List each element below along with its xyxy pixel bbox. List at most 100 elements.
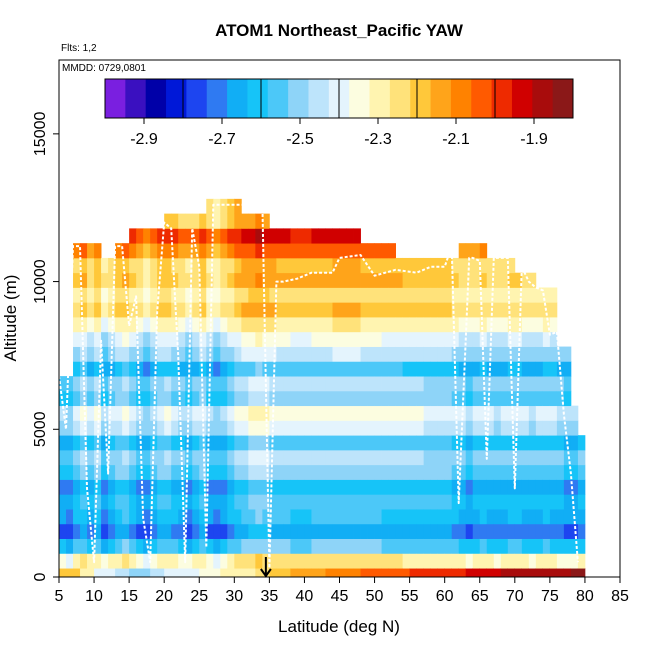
heatmap-cell bbox=[115, 420, 123, 436]
heatmap-cell bbox=[227, 479, 235, 495]
heatmap-cell bbox=[234, 228, 242, 244]
heatmap-cell bbox=[178, 346, 186, 362]
heatmap-cell bbox=[549, 449, 558, 466]
heatmap-cell bbox=[87, 449, 95, 466]
heatmap-cell bbox=[577, 553, 586, 569]
colorbar-swatch bbox=[105, 79, 126, 118]
heatmap-cell bbox=[269, 390, 277, 407]
heatmap-cell bbox=[129, 331, 137, 347]
heatmap-cell bbox=[311, 538, 319, 554]
heatmap-cell bbox=[192, 272, 200, 288]
heatmap-cell bbox=[444, 464, 453, 480]
heatmap-cell bbox=[157, 509, 165, 525]
heatmap-cell bbox=[563, 553, 572, 569]
heatmap-cell bbox=[563, 361, 572, 377]
heatmap-cell bbox=[479, 390, 488, 407]
heatmap-cell bbox=[437, 494, 446, 510]
heatmap-cell bbox=[353, 420, 361, 436]
heatmap-cell bbox=[353, 287, 361, 303]
heatmap-cell bbox=[269, 449, 277, 466]
heatmap-cell bbox=[255, 257, 263, 274]
heatmap-cell bbox=[290, 509, 298, 525]
heatmap-cell bbox=[528, 435, 537, 451]
heatmap-cell bbox=[437, 390, 446, 407]
heatmap-cell bbox=[381, 405, 389, 421]
heatmap-cell bbox=[220, 302, 228, 318]
heatmap-cell bbox=[486, 479, 495, 495]
flights-label: Flts: 1,2 bbox=[61, 43, 97, 54]
heatmap-cell bbox=[94, 390, 102, 407]
heatmap-cell bbox=[297, 243, 305, 259]
heatmap-cell bbox=[332, 435, 340, 451]
heatmap-cell bbox=[136, 331, 144, 347]
colorbar-swatch bbox=[511, 79, 533, 118]
heatmap-cell bbox=[115, 272, 123, 288]
heatmap-cell bbox=[549, 405, 558, 421]
heatmap-cell bbox=[402, 553, 411, 569]
heatmap-cell bbox=[73, 420, 81, 436]
heatmap-cell bbox=[437, 287, 446, 303]
heatmap-cell bbox=[374, 479, 382, 495]
heatmap-cell bbox=[346, 449, 354, 466]
heatmap-cell bbox=[437, 449, 446, 466]
heatmap-cell bbox=[430, 390, 439, 407]
heatmap-cell bbox=[360, 287, 368, 303]
heatmap-cell bbox=[388, 257, 396, 274]
heatmap-cell bbox=[353, 435, 361, 451]
heatmap-cell bbox=[486, 257, 495, 274]
heatmap-cell bbox=[549, 568, 558, 578]
x-tick-label: 5 bbox=[55, 588, 64, 605]
heatmap-cell bbox=[304, 390, 312, 407]
heatmap-cell bbox=[248, 287, 256, 303]
heatmap-cell bbox=[297, 361, 305, 377]
heatmap-cell bbox=[493, 317, 502, 333]
heatmap-cell bbox=[367, 331, 375, 347]
heatmap-cell bbox=[178, 420, 186, 436]
heatmap-cell bbox=[192, 449, 200, 466]
heatmap-cell bbox=[276, 302, 284, 318]
heatmap-cell bbox=[220, 331, 228, 347]
heatmap-cell bbox=[339, 272, 347, 288]
heatmap-cell bbox=[283, 361, 291, 377]
heatmap-cell bbox=[346, 390, 354, 407]
heatmap-cell bbox=[311, 317, 319, 333]
heatmap-cell bbox=[360, 494, 368, 510]
heatmap-cell bbox=[528, 376, 537, 392]
heatmap-cell bbox=[486, 317, 495, 333]
heatmap-cell bbox=[360, 449, 368, 466]
heatmap-cell bbox=[423, 538, 432, 554]
heatmap-cell bbox=[444, 509, 453, 525]
heatmap-cell bbox=[423, 509, 432, 525]
heatmap-cell bbox=[143, 420, 151, 436]
heatmap-cell bbox=[213, 553, 221, 569]
heatmap-cell bbox=[318, 302, 326, 318]
heatmap-cell bbox=[388, 243, 396, 259]
heatmap-cell bbox=[143, 317, 151, 333]
heatmap-cell bbox=[535, 331, 544, 347]
heatmap-cell bbox=[87, 538, 95, 554]
heatmap-cell bbox=[59, 553, 67, 569]
heatmap-cell bbox=[339, 376, 347, 392]
heatmap-cell bbox=[122, 509, 130, 525]
heatmap-cell bbox=[367, 449, 375, 466]
heatmap-cell bbox=[549, 420, 558, 436]
heatmap-cell bbox=[332, 361, 340, 377]
heatmap-cell bbox=[276, 479, 284, 495]
y-tick-label: 0 bbox=[32, 572, 49, 581]
heatmap-cell bbox=[227, 257, 235, 274]
heatmap-cell bbox=[444, 479, 453, 495]
heatmap-cell bbox=[87, 390, 95, 407]
heatmap-cell bbox=[311, 405, 319, 421]
heatmap-cell bbox=[108, 346, 116, 362]
heatmap-cell bbox=[227, 272, 235, 288]
heatmap-cell bbox=[157, 464, 165, 480]
heatmap-cell bbox=[430, 568, 439, 578]
heatmap-cell bbox=[374, 538, 382, 554]
heatmap-cell bbox=[325, 538, 333, 554]
heatmap-cell bbox=[472, 272, 481, 288]
heatmap-cell bbox=[367, 361, 375, 377]
heatmap-cell bbox=[262, 464, 270, 480]
heatmap-cell bbox=[213, 435, 221, 451]
heatmap-cell bbox=[101, 464, 109, 480]
heatmap-cell bbox=[178, 243, 186, 259]
